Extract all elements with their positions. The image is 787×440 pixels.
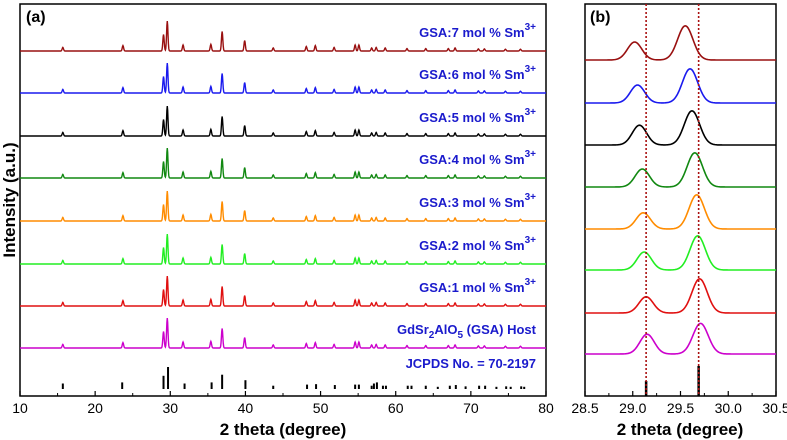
series-label-main: GSA:3 mol % Sm (419, 195, 524, 210)
x-axis-title: 2 theta (degree) (617, 420, 744, 439)
panel-b-frame (584, 3, 777, 397)
series-label-sup: 3+ (525, 235, 537, 246)
x-axis-title: 2 theta (degree) (220, 420, 347, 439)
reference-label: JCPDS No. = 70-2197 (406, 356, 536, 371)
series-label-sub: 2 (429, 330, 435, 341)
x-tick-label: 28.5 (571, 400, 598, 416)
zoom-series-line-5 (585, 109, 776, 146)
zoom-series-line-4 (585, 151, 776, 188)
series-label-main: GdSr (397, 322, 429, 337)
series-label-main: GSA:2 mol % Sm (419, 238, 524, 253)
series-label-sub: 5 (457, 330, 463, 341)
series-label-sup: 3+ (525, 277, 537, 288)
series-label-main: AlO (434, 322, 457, 337)
x-tick-label: 30 (162, 400, 178, 416)
series-label-3: GSA:3 mol % Sm3+ (419, 192, 536, 210)
x-tick-label: 80 (538, 400, 554, 416)
series-label-2: GSA:2 mol % Sm3+ (419, 235, 536, 253)
series-label-main: GSA:1 mol % Sm (419, 280, 524, 295)
zoom-series-line-2 (585, 234, 776, 271)
series-label-1: GSA:1 mol % Sm3+ (419, 277, 536, 295)
series-label-main: GSA:6 mol % Sm (419, 67, 524, 82)
series-label-sup: 3+ (525, 192, 537, 203)
series-label-sup: 3+ (525, 107, 537, 118)
series-line-5 (20, 105, 546, 137)
panel-a-label: (a) (26, 9, 46, 26)
x-tick-label: 70 (463, 400, 479, 416)
series-line-4 (20, 147, 546, 179)
series-line-7 (20, 20, 546, 52)
series-label-main: GSA:4 mol % Sm (419, 152, 524, 167)
series-label-6: GSA:6 mol % Sm3+ (419, 64, 536, 82)
series-line-0 (20, 317, 546, 349)
zoom-series-line-7 (585, 24, 776, 61)
x-tick-label: 60 (388, 400, 404, 416)
zoom-series-line-6 (585, 67, 776, 104)
zoom-series-line-1 (585, 277, 776, 314)
series-label-7: GSA:7 mol % Sm3+ (419, 22, 536, 40)
zoom-series-line-0 (585, 322, 776, 355)
x-tick-label: 10 (12, 400, 28, 416)
series-label-sup: 3+ (525, 149, 537, 160)
series-line-1 (20, 275, 546, 307)
x-tick-label: 29.5 (667, 400, 694, 416)
x-tick-label: 40 (238, 400, 254, 416)
series-line-2 (20, 233, 546, 265)
zoom-series-line-3 (585, 193, 776, 230)
panel-b-label: (b) (590, 9, 610, 26)
panel-b-zoomed-peaks: 28.5 29.0 29.5 30.0 30.5 2 theta (degree) (b) (571, 3, 787, 439)
x-tick-label: 20 (87, 400, 103, 416)
x-tick-label: 29.0 (619, 400, 646, 416)
x-tick-label: 30.5 (762, 400, 787, 416)
series-line-6 (20, 62, 546, 94)
series-line-3 (20, 190, 546, 222)
series-label-0: GdSr2AlO5 (GSA) Host (397, 322, 537, 341)
series-label-sup: 3+ (525, 22, 537, 33)
series-label-main: GSA:7 mol % Sm (419, 25, 524, 40)
x-tick-label: 50 (313, 400, 329, 416)
series-label-4: GSA:4 mol % Sm3+ (419, 149, 536, 167)
series-label-5: GSA:5 mol % Sm3+ (419, 107, 536, 125)
y-axis-title: Intensity (a.u.) (0, 142, 19, 257)
series-label-main: GSA:5 mol % Sm (419, 110, 524, 125)
x-tick-label: 30.0 (715, 400, 742, 416)
series-label-sup: 3+ (525, 64, 537, 75)
series-label-main: (GSA) Host (463, 322, 537, 337)
